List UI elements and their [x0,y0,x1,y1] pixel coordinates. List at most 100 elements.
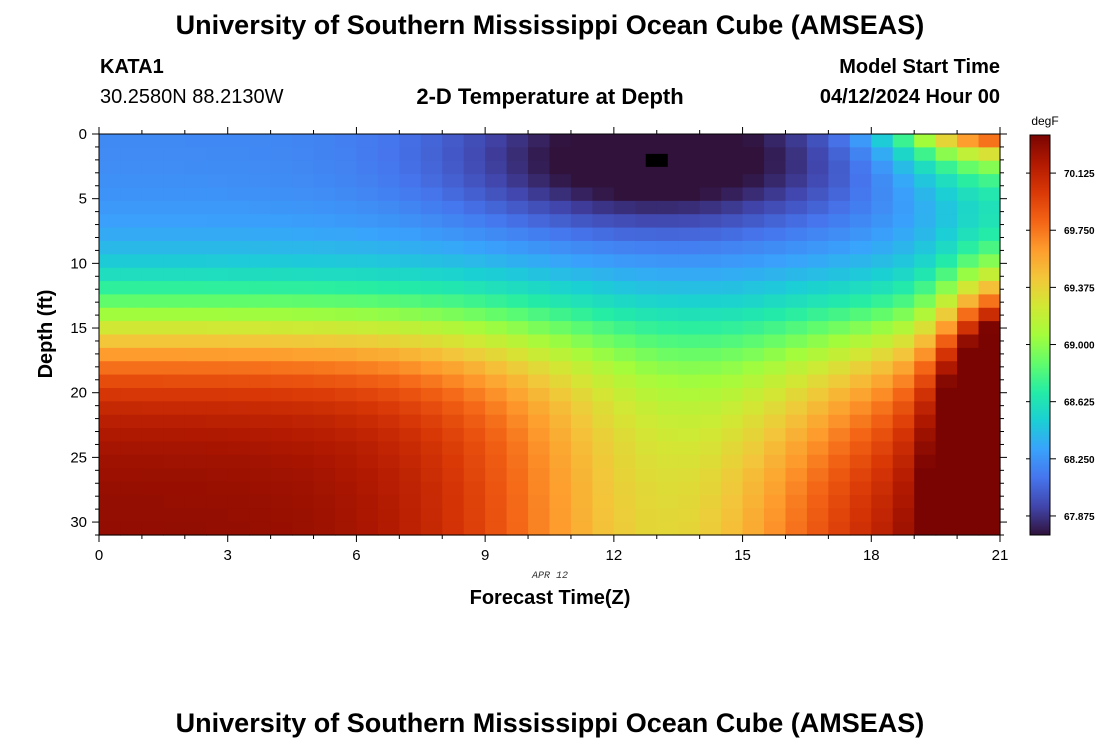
heatmap-cell [442,214,465,229]
heatmap-cell [249,281,272,295]
heatmap-cell [570,468,593,483]
heatmap-cell [678,508,701,523]
heatmap-cell [377,508,400,523]
heatmap-cell [227,387,250,402]
heatmap-cell [806,160,829,175]
heatmap-cell [163,347,186,362]
heatmap-cell [99,508,122,523]
heatmap-cell [141,307,164,322]
heatmap-cell [227,240,250,255]
heatmap-cell [356,361,379,376]
heatmap-cell [828,200,851,215]
heatmap-cell [828,321,851,336]
heatmap-cell [957,147,980,162]
heatmap-cell [528,414,551,429]
heatmap-cell [935,454,958,469]
heatmap-cell [163,428,186,443]
heatmap-cell [914,200,937,215]
heatmap-cell [892,401,915,416]
heatmap-cell [163,454,186,469]
heatmap-cell [141,134,164,148]
heatmap-cell [978,454,1001,469]
heatmap-cell [463,401,486,416]
heatmap-cell [163,508,186,523]
heatmap-cell [163,160,186,175]
heatmap-cell [420,307,443,322]
heatmap-cell [313,374,336,389]
heatmap-cell [849,374,872,389]
heatmap-cell [871,481,894,496]
heatmap-cell [334,307,358,322]
heatmap-cell [420,200,443,215]
heatmap-cell [914,428,937,443]
heatmap-cell [485,160,508,175]
heatmap-cell [249,294,272,309]
heatmap-cell [99,214,122,229]
heatmap-cell [699,147,722,162]
heatmap-cell [635,321,658,336]
heatmap-cell [141,200,164,215]
y-tick-label: 20 [70,385,87,402]
heatmap-cell [528,374,551,389]
heatmap-cell [656,521,679,536]
heatmap-cell [420,481,443,496]
heatmap-cell [206,347,229,362]
heatmap-cell [721,134,744,148]
heatmap-cell [570,187,593,202]
heatmap-cell [485,134,508,148]
heatmap-cell [806,414,829,429]
colorbar-tick-label: 70.125 [1064,169,1095,180]
heatmap-cell [613,374,636,389]
heatmap-cell [699,294,722,309]
heatmap-cell [184,494,207,509]
heatmap-cell [549,160,572,175]
heatmap-cell [506,361,529,376]
heatmap-cell [528,187,551,202]
heatmap-cell [442,267,465,282]
heatmap-cell [184,508,207,523]
heatmap-cell [721,521,744,536]
heatmap-cell [184,361,207,376]
heatmap-cell [914,294,937,309]
heatmap-cell [806,200,829,215]
y-tick-label: 25 [70,449,87,466]
heatmap-cell [699,254,722,269]
heatmap-cell [442,468,465,483]
heatmap-cell [99,454,122,469]
heatmap-cell [764,134,787,148]
heatmap-cell [334,227,358,242]
heatmap-cell [227,347,250,362]
heatmap-cell [399,187,422,202]
heatmap-cell [742,240,765,255]
heatmap-cell [871,214,894,229]
heatmap-cell [206,414,229,429]
colorbar-tick-label: 69.000 [1064,341,1095,352]
heatmap-cell [914,254,937,269]
heatmap-cell [184,441,207,456]
heatmap-cell [463,214,486,229]
heatmap-cell [206,361,229,376]
heatmap-cell [892,428,915,443]
heatmap-cell [313,307,336,322]
heatmap-cell [356,214,379,229]
heatmap-cell [892,361,915,376]
heatmap-cell [914,227,937,242]
heatmap-cell [184,187,207,202]
heatmap-cell [957,281,980,295]
heatmap-cell [806,494,829,509]
heatmap-cell [785,521,808,536]
heatmap-cell [849,254,872,269]
heatmap-cell [742,214,765,229]
heatmap-cell [892,454,915,469]
plot-subtitle: 2-D Temperature at Depth [416,84,684,109]
heatmap-cell [742,508,765,523]
heatmap-cell [506,281,529,295]
heatmap-cell [721,267,744,282]
heatmap-cell [849,521,872,536]
heatmap-cell [99,414,122,429]
heatmap-cell [399,521,422,536]
heatmap-cell [420,468,443,483]
heatmap-cell [914,307,937,322]
heatmap-cell [313,454,336,469]
heatmap-cell [442,361,465,376]
